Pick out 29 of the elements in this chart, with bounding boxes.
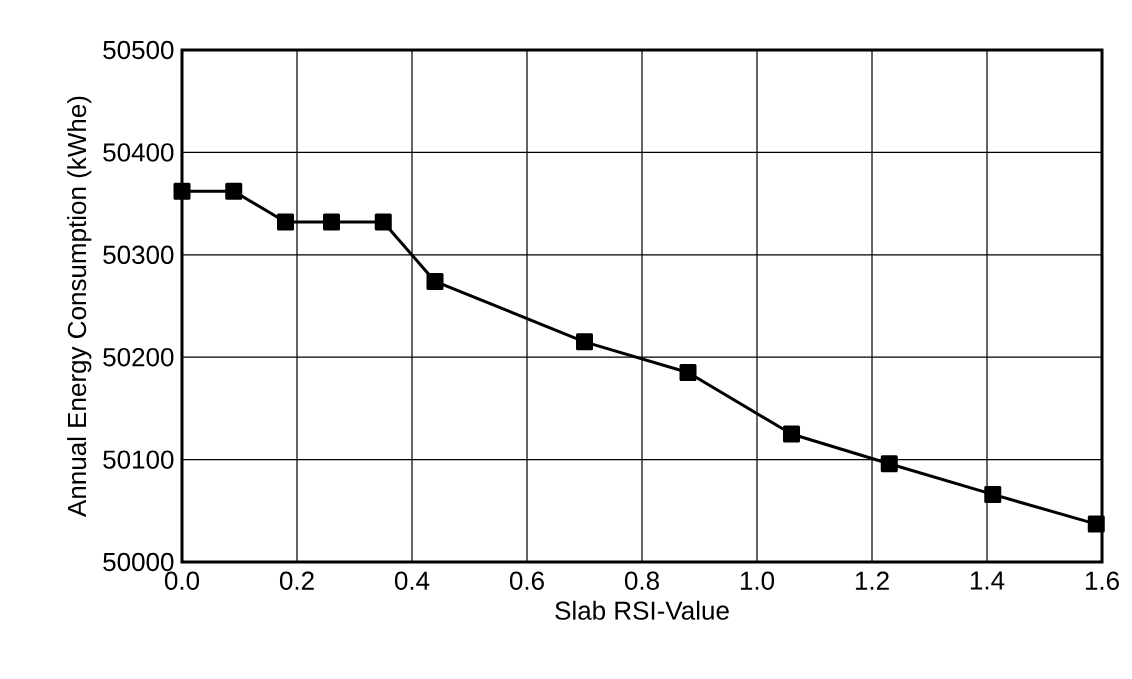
point <box>277 213 294 231</box>
point <box>426 272 444 290</box>
y-axis-title: Annual Energy Consumption (kWhe) <box>67 96 92 517</box>
point <box>576 333 594 351</box>
x-tick-label: 0.4 <box>394 571 430 590</box>
y-tick-label: 50300 <box>103 245 174 264</box>
x-tick-label: 0.8 <box>624 571 659 590</box>
x-tick-label: 1.6 <box>1085 571 1119 590</box>
point <box>679 364 697 382</box>
x-tick-label: 0.0 <box>164 571 200 590</box>
point <box>374 213 392 231</box>
point <box>984 485 1002 503</box>
point <box>880 455 898 473</box>
x-tick-label: 0.6 <box>509 571 544 590</box>
y-tick-label: 50400 <box>103 143 174 162</box>
y-tick-label: 50100 <box>103 450 174 469</box>
x-axis-title: Slab RSI-Value <box>555 600 729 620</box>
point <box>173 182 191 200</box>
point <box>783 425 801 443</box>
x-tick-label: 1.2 <box>855 571 889 590</box>
y-tick-label: 50000 <box>103 552 174 572</box>
point <box>225 182 243 200</box>
x-tick-label: 1.0 <box>740 571 775 590</box>
x-tick-label: 0.2 <box>279 571 314 590</box>
y-tick-label: 50500 <box>103 40 174 60</box>
y-tick-label: 50200 <box>103 347 174 367</box>
point <box>1087 515 1105 533</box>
point <box>323 213 340 231</box>
x-tick-label: 1.4 <box>970 571 1005 590</box>
